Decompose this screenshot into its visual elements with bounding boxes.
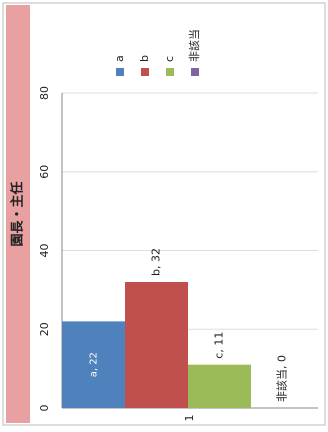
legend-marker [116, 68, 124, 76]
title-band [6, 5, 30, 423]
legend-marker [166, 68, 174, 76]
data-label: a, 22 [89, 352, 100, 377]
legend-label: b [138, 55, 151, 62]
legend-label: c [163, 56, 176, 62]
data-label: c, 11 [213, 332, 226, 359]
data-label: 非該当, 0 [275, 355, 289, 402]
y-tick-label: 20 [38, 322, 51, 336]
y-tick-label: 40 [38, 244, 51, 258]
bar [188, 364, 251, 408]
chart-title: 園長・主任 [10, 181, 26, 246]
legend-marker [141, 68, 149, 76]
legend-label: 非該当 [187, 29, 201, 62]
x-tick-label: 1 [183, 415, 196, 422]
data-label: b, 32 [150, 248, 163, 276]
y-tick-label: 60 [38, 165, 51, 179]
legend-label: a [113, 55, 126, 62]
y-tick-label: 0 [38, 405, 51, 412]
y-tick-label: 80 [38, 86, 51, 100]
legend-marker [191, 68, 199, 76]
bar [125, 282, 188, 408]
bar [62, 321, 125, 408]
